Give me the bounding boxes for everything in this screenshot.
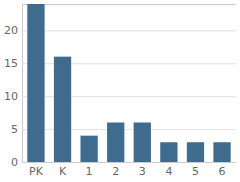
y-axis-line xyxy=(23,5,237,163)
bars xyxy=(27,4,230,162)
y-axis: 0 5 10 15 20 xyxy=(4,5,236,170)
x-tick-label: 5 xyxy=(192,165,199,178)
y-tick-label: 10 xyxy=(4,90,18,103)
x-tick: K xyxy=(59,165,67,178)
x-tick-label: 2 xyxy=(112,165,119,178)
x-tick: PK xyxy=(29,165,44,178)
x-axis: PK K 1 2 3 4 5 6 xyxy=(23,163,237,178)
x-tick-label: 3 xyxy=(139,165,146,178)
bar xyxy=(134,123,151,163)
x-tick: 3 xyxy=(139,165,146,178)
chart: 0 5 10 15 20 PK K 1 2 3 4 5 6 xyxy=(0,0,240,182)
y-tick-label: 5 xyxy=(11,123,18,136)
grid-line xyxy=(22,162,236,163)
y-tick-label: 20 xyxy=(4,24,18,37)
x-axis-line xyxy=(23,162,237,163)
bar xyxy=(80,136,97,162)
y-tick-label: 0 xyxy=(11,156,18,169)
x-tick-label: 4 xyxy=(165,165,172,178)
bar xyxy=(160,142,177,162)
x-tick: 4 xyxy=(165,165,172,178)
bar xyxy=(187,142,204,162)
bar xyxy=(54,57,71,162)
y-tick-label: 15 xyxy=(4,57,18,70)
bar xyxy=(27,4,44,162)
x-tick: 5 xyxy=(192,165,199,178)
x-tick-label: PK xyxy=(29,165,44,178)
x-tick-label: 1 xyxy=(86,165,93,178)
grid-line xyxy=(22,30,236,31)
bar xyxy=(213,142,230,162)
x-tick-label: 6 xyxy=(219,165,226,178)
x-tick-label: K xyxy=(59,165,67,178)
plot: 0 5 10 15 20 PK K 1 2 3 4 5 6 xyxy=(4,4,237,178)
x-tick: 2 xyxy=(112,165,119,178)
x-tick: 6 xyxy=(219,165,226,178)
bar xyxy=(107,123,124,163)
x-tick: 1 xyxy=(86,165,93,178)
